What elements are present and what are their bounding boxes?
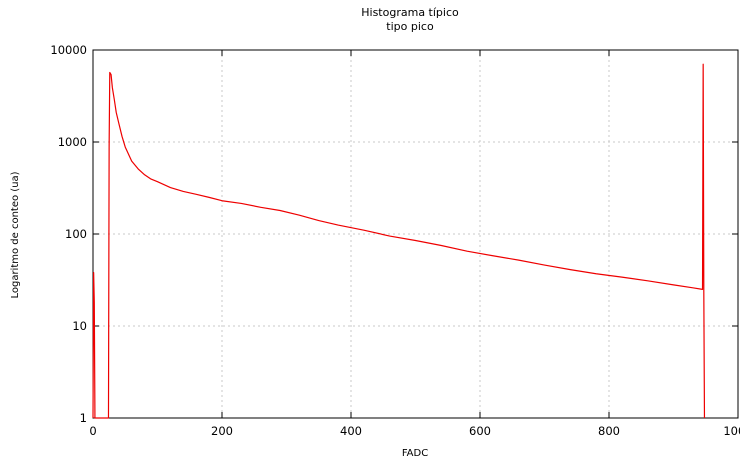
y-axis-label: Logaritmo de conteo (ua) (10, 171, 21, 298)
x-tick-label: 800 (598, 424, 620, 438)
x-tick-label: 200 (211, 424, 233, 438)
chart-subtitle: tipo pico (386, 20, 434, 33)
x-tick-label: 0 (89, 424, 96, 438)
grid (93, 50, 738, 418)
x-tick-label: 400 (340, 424, 362, 438)
x-tick-label: 1000 (723, 424, 740, 438)
series-line (92, 63, 706, 419)
x-axis-label: FADC (402, 448, 428, 459)
y-tick-label: 10 (72, 319, 87, 333)
axis-ticks: 0 200 400 600 800 1000 1 10 100 1000 10000 (50, 43, 740, 438)
y-tick-label: 10000 (50, 43, 87, 57)
y-tick-label: 100 (65, 227, 87, 241)
x-tick-label: 600 (469, 424, 491, 438)
series-layer (92, 63, 706, 419)
chart-title: Histograma típico (361, 6, 459, 19)
y-tick-label: 1 (80, 411, 87, 425)
y-tick-label: 1000 (58, 135, 87, 149)
